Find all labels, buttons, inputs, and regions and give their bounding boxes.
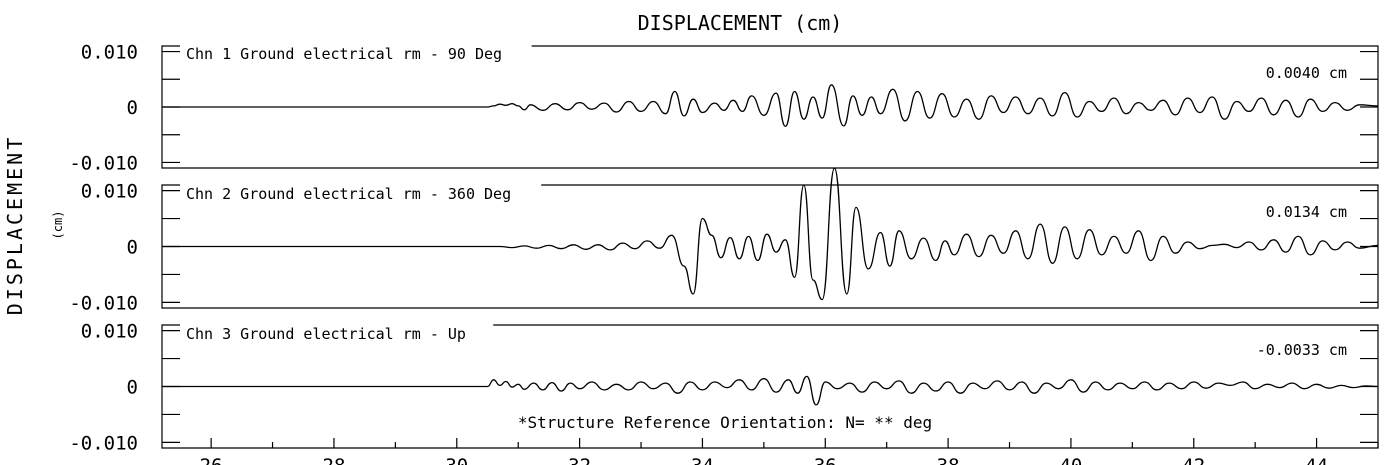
- peak-value-label: 0.0040 cm: [1266, 64, 1347, 82]
- channel-label: Chn 3 Ground electrical rm - Up: [186, 325, 466, 343]
- x-tick-label: 30: [445, 455, 468, 465]
- x-axis: 26 28 30 32 34 36 38 40 42 44: [200, 438, 1379, 465]
- x-tick-label: 36: [814, 455, 837, 465]
- y-tick-label: 0.010: [81, 321, 138, 343]
- peak-value-label: -0.0033 cm: [1257, 341, 1347, 359]
- y-tick-label: -0.010: [69, 432, 138, 454]
- y-axis-unit: (cm): [51, 211, 65, 240]
- y-tick-label: 0.010: [81, 42, 138, 64]
- y-tick-label: 0.010: [81, 181, 138, 203]
- y-tick-label: -0.010: [69, 292, 138, 314]
- channel-label: Chn 2 Ground electrical rm - 360 Deg: [186, 185, 511, 203]
- y-tick-label: 0: [127, 97, 138, 119]
- panel-frame: [161, 45, 1379, 169]
- displacement-trace: [161, 167, 1379, 301]
- y-tick-label: 0: [127, 237, 138, 259]
- channel-label: Chn 1 Ground electrical rm - 90 Deg: [186, 45, 502, 63]
- x-tick-label: 34: [691, 455, 714, 465]
- panel-frame: [161, 184, 1379, 309]
- panel-1: 0.010 0 -0.010 Chn 1 Ground electrical rm -…: [69, 42, 1379, 174]
- x-tick-label: 32: [568, 455, 591, 465]
- y-tick-label: 0: [127, 377, 138, 399]
- panels-group: 0.010 0 -0.010 Chn 1 Ground electrical rm -…: [69, 42, 1379, 454]
- x-tick-label: 26: [200, 455, 223, 465]
- panel-2: 0.010 0 -0.010 Chn 2 Ground electrical rm -…: [69, 167, 1379, 314]
- x-tick-label: 42: [1182, 455, 1205, 465]
- x-tick-label: 40: [1059, 455, 1082, 465]
- footnote: *Structure Reference Orientation: N= ** …: [518, 413, 932, 432]
- x-tick-label: 38: [937, 455, 960, 465]
- x-tick-label: 28: [323, 455, 346, 465]
- displacement-trace: [162, 375, 1379, 406]
- panel-frame: [161, 324, 1379, 449]
- displacement-trace: [162, 84, 1379, 128]
- y-tick-label: -0.010: [69, 152, 138, 174]
- peak-value-label: 0.0134 cm: [1266, 203, 1347, 221]
- x-tick-label: 44: [1305, 455, 1328, 465]
- chart-title: DISPLACEMENT (cm): [638, 11, 843, 35]
- y-axis-label: DISPLACEMENT: [3, 135, 27, 316]
- panel-3: 0.010 0 -0.010 Chn 3 Ground electrical rm -…: [69, 321, 1379, 454]
